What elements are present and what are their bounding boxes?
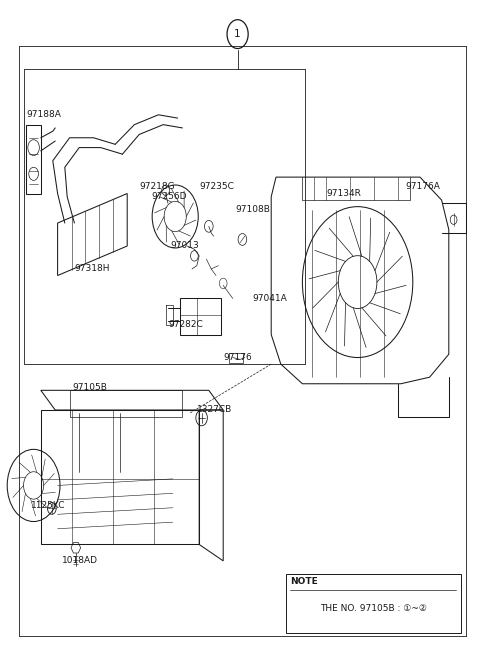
- Text: 97188A: 97188A: [26, 110, 61, 119]
- Text: 1: 1: [234, 29, 241, 39]
- Text: NOTE: NOTE: [290, 577, 318, 586]
- Text: 97105B: 97105B: [72, 382, 107, 392]
- Bar: [229, 353, 243, 363]
- Text: 97218G: 97218G: [139, 182, 175, 192]
- Text: 1125KC: 1125KC: [31, 501, 66, 510]
- Text: 97318H: 97318H: [74, 264, 110, 274]
- Text: 97041A: 97041A: [252, 294, 287, 303]
- Text: 97108B: 97108B: [235, 205, 270, 215]
- Text: THE NO. 97105B : ①~②: THE NO. 97105B : ①~②: [320, 604, 427, 613]
- Text: 97176: 97176: [223, 353, 252, 362]
- Text: 97235C: 97235C: [199, 182, 234, 192]
- Text: 97282C: 97282C: [168, 320, 203, 329]
- Text: 97134R: 97134R: [326, 189, 361, 198]
- Text: 1018AD: 1018AD: [62, 556, 98, 565]
- Text: 1327CB: 1327CB: [197, 405, 232, 415]
- Text: 97013: 97013: [170, 241, 199, 251]
- Bar: [286, 574, 461, 633]
- Text: 97256D: 97256D: [151, 192, 187, 201]
- Text: 97176A: 97176A: [406, 182, 441, 192]
